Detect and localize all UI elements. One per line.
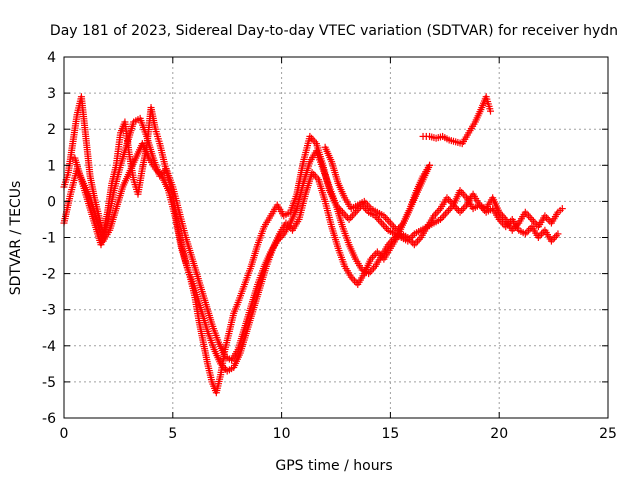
data-point bbox=[348, 212, 356, 220]
x-tick-label: 5 bbox=[168, 426, 177, 442]
data-point bbox=[383, 215, 391, 223]
y-tick-label: 2 bbox=[47, 122, 56, 138]
y-axis-label: SDTVAR / TECUs bbox=[8, 181, 24, 296]
data-point bbox=[433, 208, 441, 216]
data-point bbox=[486, 107, 494, 115]
data-point bbox=[459, 205, 467, 213]
data-point bbox=[309, 136, 317, 144]
data-point bbox=[498, 212, 506, 220]
data-point bbox=[498, 219, 506, 227]
data-point bbox=[414, 237, 422, 245]
points-layer bbox=[60, 93, 566, 397]
data-point bbox=[459, 190, 467, 198]
data-point bbox=[370, 252, 378, 260]
x-tick-label: 25 bbox=[599, 426, 617, 442]
data-point bbox=[525, 212, 533, 220]
data-point bbox=[451, 203, 459, 211]
y-tick-label: -3 bbox=[42, 303, 56, 319]
data-point bbox=[388, 221, 396, 229]
y-tick-label: -5 bbox=[42, 375, 56, 391]
data-point bbox=[379, 221, 387, 229]
x-axis-label: GPS time / hours bbox=[275, 458, 392, 474]
data-point bbox=[440, 212, 448, 220]
y-tick-label: 1 bbox=[47, 158, 56, 174]
data-point bbox=[441, 210, 449, 218]
data-point bbox=[456, 208, 464, 216]
data-point bbox=[385, 217, 393, 225]
data-point bbox=[529, 217, 537, 225]
y-tick-label: 4 bbox=[47, 50, 56, 66]
data-point bbox=[458, 206, 466, 214]
x-tick-label: 10 bbox=[273, 426, 291, 442]
chart-title: Day 181 of 2023, Sidereal Day-to-day VTE… bbox=[50, 23, 618, 39]
data-point bbox=[445, 206, 453, 214]
y-tick-label: -4 bbox=[42, 339, 56, 355]
data-point bbox=[443, 208, 451, 216]
data-point bbox=[381, 223, 389, 231]
data-point bbox=[446, 205, 454, 213]
x-tick-label: 15 bbox=[381, 426, 399, 442]
y-tick-label: 3 bbox=[47, 86, 56, 102]
data-point bbox=[345, 215, 353, 223]
data-point bbox=[528, 215, 536, 223]
data-point bbox=[222, 365, 230, 373]
data-point bbox=[523, 228, 531, 236]
data-point bbox=[347, 214, 355, 222]
data-point bbox=[526, 214, 534, 222]
y-tick-label: 0 bbox=[47, 194, 56, 210]
data-point bbox=[374, 215, 382, 223]
data-point bbox=[407, 237, 415, 245]
x-tick-label: 0 bbox=[60, 426, 69, 442]
y-tick-label: -2 bbox=[42, 267, 56, 283]
data-point bbox=[376, 217, 384, 225]
data-point bbox=[410, 241, 418, 249]
data-point bbox=[538, 230, 546, 238]
data-point bbox=[554, 230, 562, 238]
data-point bbox=[552, 232, 560, 240]
y-tick-label: -6 bbox=[42, 411, 56, 427]
ticks-layer: 0 5 10 15 20 25 -6 -5 -4 -3 -2 -1 0 1 2 3 4 bbox=[42, 50, 617, 442]
data-point bbox=[558, 205, 566, 213]
data-point bbox=[390, 223, 398, 231]
data-point bbox=[551, 234, 559, 241]
data-point bbox=[412, 239, 420, 247]
data-point bbox=[446, 197, 454, 205]
x-tick-label: 20 bbox=[490, 426, 508, 442]
y-tick-label: -1 bbox=[42, 231, 56, 247]
data-point bbox=[378, 219, 386, 227]
data-point bbox=[350, 277, 358, 285]
data-point bbox=[544, 215, 552, 223]
data-point bbox=[426, 161, 434, 169]
data-point bbox=[386, 219, 394, 227]
